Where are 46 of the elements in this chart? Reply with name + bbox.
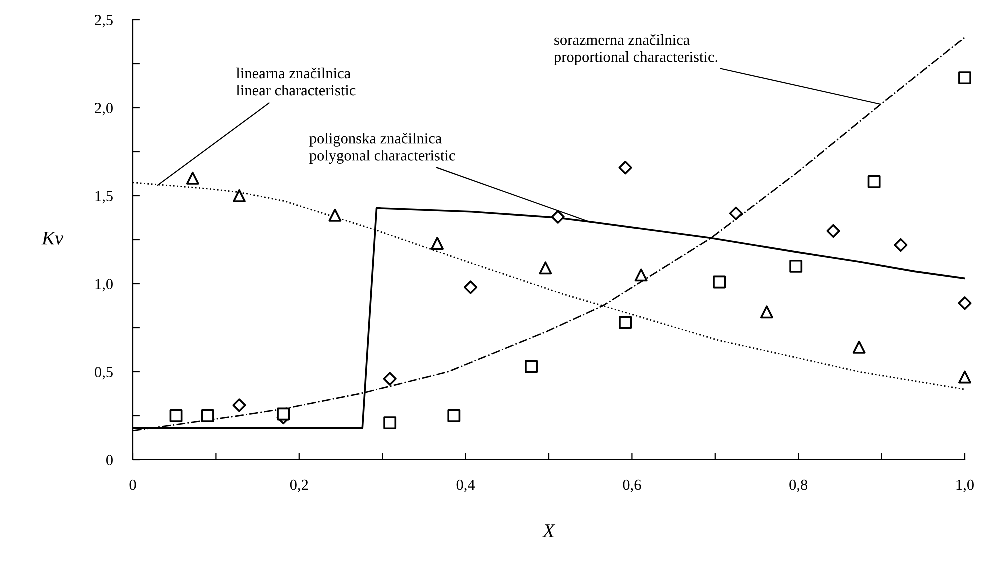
- x-tick-label: 0,4: [456, 480, 476, 492]
- y-tick-label: 0,5: [95, 367, 113, 380]
- point: [894, 238, 908, 252]
- point: [464, 280, 478, 294]
- annotation: linearna značilnica linear characteristic: [236, 68, 356, 96]
- point: [277, 408, 290, 421]
- point: [233, 190, 246, 202]
- annotation: poligonska značilnica polygonal characteristic: [310, 132, 456, 164]
- point: [958, 296, 972, 310]
- point: [383, 372, 397, 386]
- point: [170, 410, 183, 422]
- x-tick-label: 0,8: [790, 480, 808, 492]
- point: [525, 360, 538, 374]
- point: [328, 208, 342, 222]
- x-tick-label: 0,6: [623, 480, 642, 492]
- point: [201, 410, 214, 422]
- point: [868, 175, 881, 188]
- annotation: sorazmerna značilnica proportional characteristic.: [554, 34, 718, 66]
- point: [713, 276, 726, 289]
- point: [619, 316, 632, 330]
- y-tick-label: 1,0: [96, 279, 113, 292]
- x-tick-label: 1,0: [956, 480, 974, 492]
- x-axis-title: X: [542, 524, 556, 538]
- y-tick-label: 2,5: [95, 15, 113, 28]
- y-tick-label: 0: [106, 455, 113, 466]
- point: [958, 370, 972, 384]
- point: [551, 210, 565, 224]
- point: [539, 262, 552, 275]
- point: [826, 224, 840, 238]
- point: [729, 206, 743, 220]
- point: [431, 237, 444, 250]
- point: [232, 398, 246, 412]
- point: [186, 172, 200, 185]
- point: [852, 340, 866, 354]
- point: [958, 72, 972, 85]
- point: [634, 268, 648, 282]
- point: [618, 161, 632, 175]
- point: [760, 306, 774, 319]
- y-tick-label: 2,0: [95, 103, 113, 116]
- point: [384, 416, 397, 430]
- point: [448, 410, 461, 422]
- point: [790, 260, 803, 273]
- x-tick-label: 0,2: [290, 480, 308, 492]
- x-tick-label: 0: [130, 480, 136, 490]
- y-axis-title: Kv: [42, 232, 64, 245]
- y-tick-label: 1,5: [96, 191, 113, 204]
